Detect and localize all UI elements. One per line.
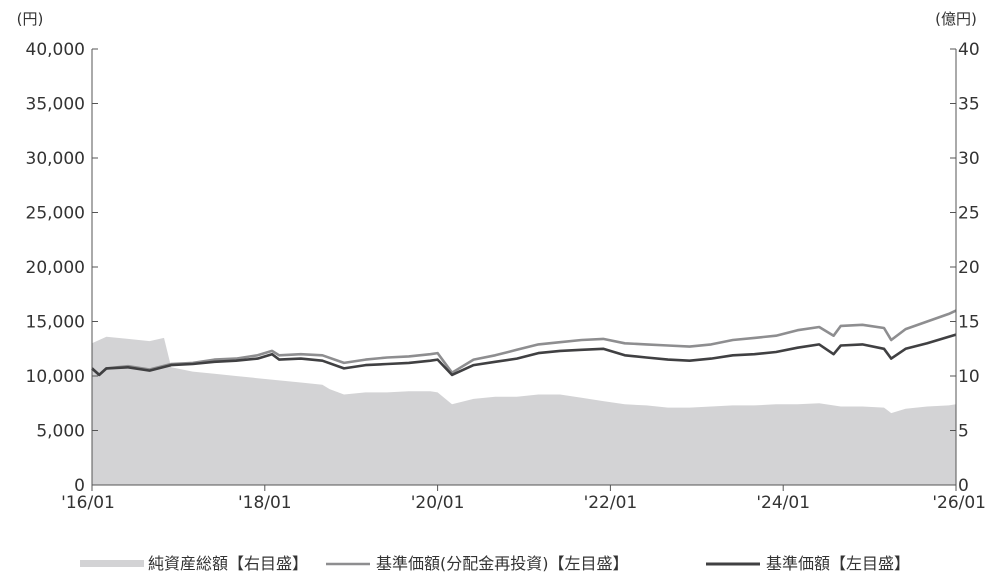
left-tick-label: 10,000 [26,367,85,387]
nav-reinvested-line [91,309,957,377]
left-axis-unit: (円) [17,10,44,28]
x-tick-label: '24/01 [756,493,810,513]
axes-layer: 0 0 5,000 5 10,000 10 15,000 15 20,000 20 25,000 25… [26,40,986,513]
right-tick-label: 10 [958,367,980,387]
left-tick-label: 0 [74,476,85,496]
legend-label-nav: 基準価額【左目盛】 [766,554,910,573]
x-tick-label: '18/01 [238,493,292,513]
left-tick-label: 30,000 [26,149,85,169]
right-tick-label: 0 [958,476,969,496]
x-tick-label: '22/01 [584,493,638,513]
x-tick-label: '26/01 [932,493,986,513]
legend-label-nav-reinvested: 基準価額(分配金再投資)【左目盛】 [376,554,629,573]
left-tick-label: 40,000 [26,40,85,60]
nav-line [91,333,957,377]
x-tick-label: '16/01 [61,493,115,513]
left-tick-label: 15,000 [26,313,85,333]
right-tick-label: 5 [958,422,969,442]
left-tick-label: 25,000 [26,204,85,224]
legend: 純資産総額【右目盛】 基準価額(分配金再投資)【左目盛】 基準価額【左目盛】 [80,554,910,573]
net-assets-area [92,336,956,485]
right-axis-unit: (億円) [935,10,977,28]
left-tick-label: 35,000 [26,95,85,115]
right-tick-label: 25 [958,204,980,224]
legend-label-net-assets: 純資産総額【右目盛】 [148,554,308,573]
right-tick-label: 20 [958,258,980,278]
legend-swatch-net-assets [80,560,144,567]
x-tick-label: '20/01 [411,493,465,513]
net-assets-area-layer [92,336,956,485]
left-tick-label: 20,000 [26,258,85,278]
nav-lines-layer [91,309,957,377]
left-tick-label: 5,000 [36,422,85,442]
right-tick-label: 40 [958,40,980,60]
right-tick-label: 15 [958,313,980,333]
right-tick-label: 30 [958,149,980,169]
right-tick-label: 35 [958,95,980,115]
